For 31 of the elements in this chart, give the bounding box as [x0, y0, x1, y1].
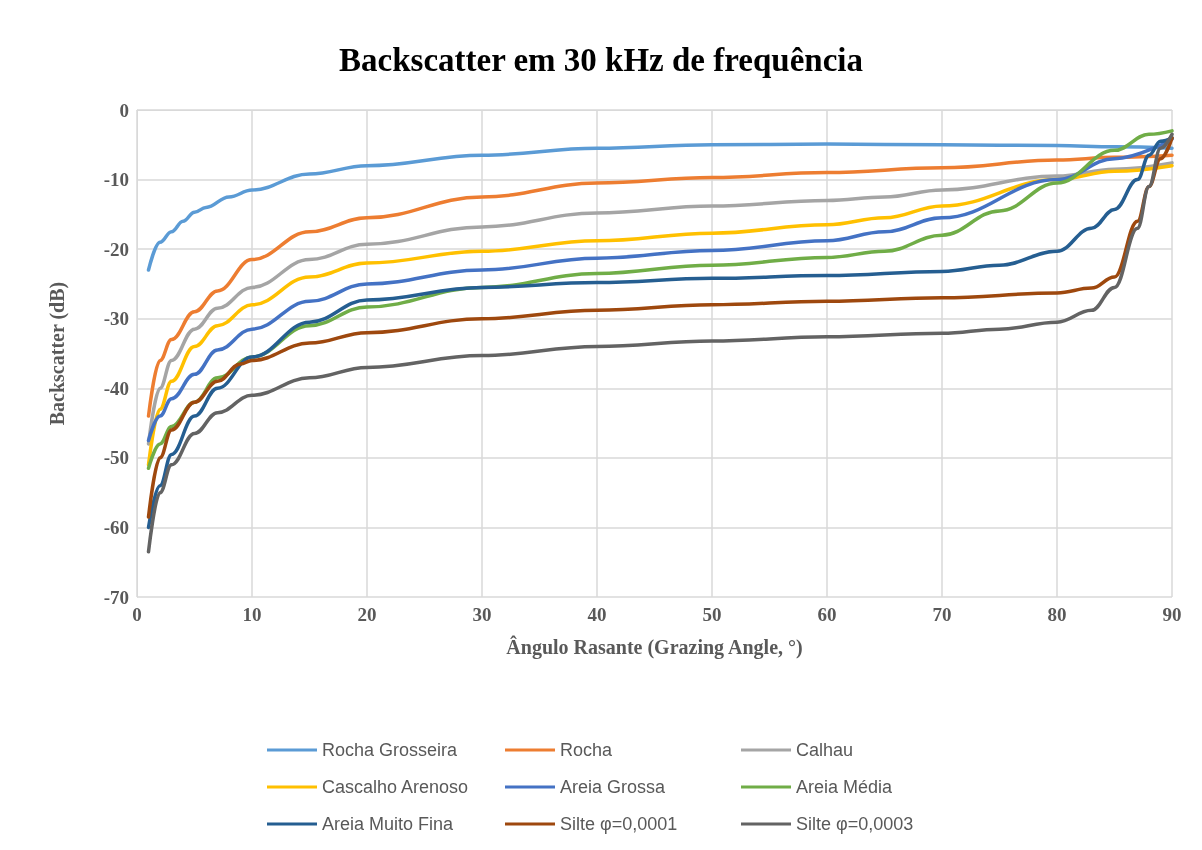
- legend-label: Cascalho Arenoso: [322, 777, 469, 797]
- y-tick-label: -30: [103, 308, 129, 330]
- x-tick-label: 50: [702, 604, 722, 625]
- legend-label: Rocha: [560, 740, 614, 760]
- legend-label: Areia Muito Fina: [322, 814, 455, 834]
- legend-label: Silte φ=0,0003: [796, 814, 914, 834]
- y-tick-label: -70: [103, 586, 129, 608]
- legend-label: Areia Média: [796, 777, 894, 797]
- x-tick-label: 20: [357, 604, 377, 625]
- x-tick-label: 60: [817, 604, 837, 625]
- legend-label: Calhau: [796, 740, 854, 760]
- x-axis-title: Ângulo Rasante (Grazing Angle, °): [506, 635, 803, 659]
- y-tick-label: -50: [103, 447, 129, 469]
- line-series: [146, 142, 1174, 272]
- y-tick-label: -40: [103, 377, 129, 399]
- x-tick-label: 70: [932, 604, 952, 625]
- x-tick-label: 40: [587, 604, 607, 625]
- x-tick-label: 90: [1162, 604, 1182, 625]
- y-tick-label: -20: [103, 238, 129, 260]
- x-tick-label: 80: [1047, 604, 1067, 625]
- legend-label: Areia Grossa: [560, 777, 667, 797]
- x-tick-label: 30: [472, 604, 492, 625]
- legend-label: Rocha Grosseira: [322, 740, 459, 760]
- chart-title: Backscatter em 30 kHz de frequência: [339, 41, 863, 78]
- x-tick-label: 10: [242, 604, 262, 625]
- y-axis-title: Backscatter (dB): [46, 281, 69, 426]
- x-tick-label: 0: [132, 604, 142, 625]
- legend-label: Silte φ=0,0001: [560, 814, 678, 834]
- y-tick-label: -10: [103, 169, 129, 191]
- y-tick-label: -60: [103, 516, 129, 538]
- y-tick-label: 0: [119, 99, 129, 121]
